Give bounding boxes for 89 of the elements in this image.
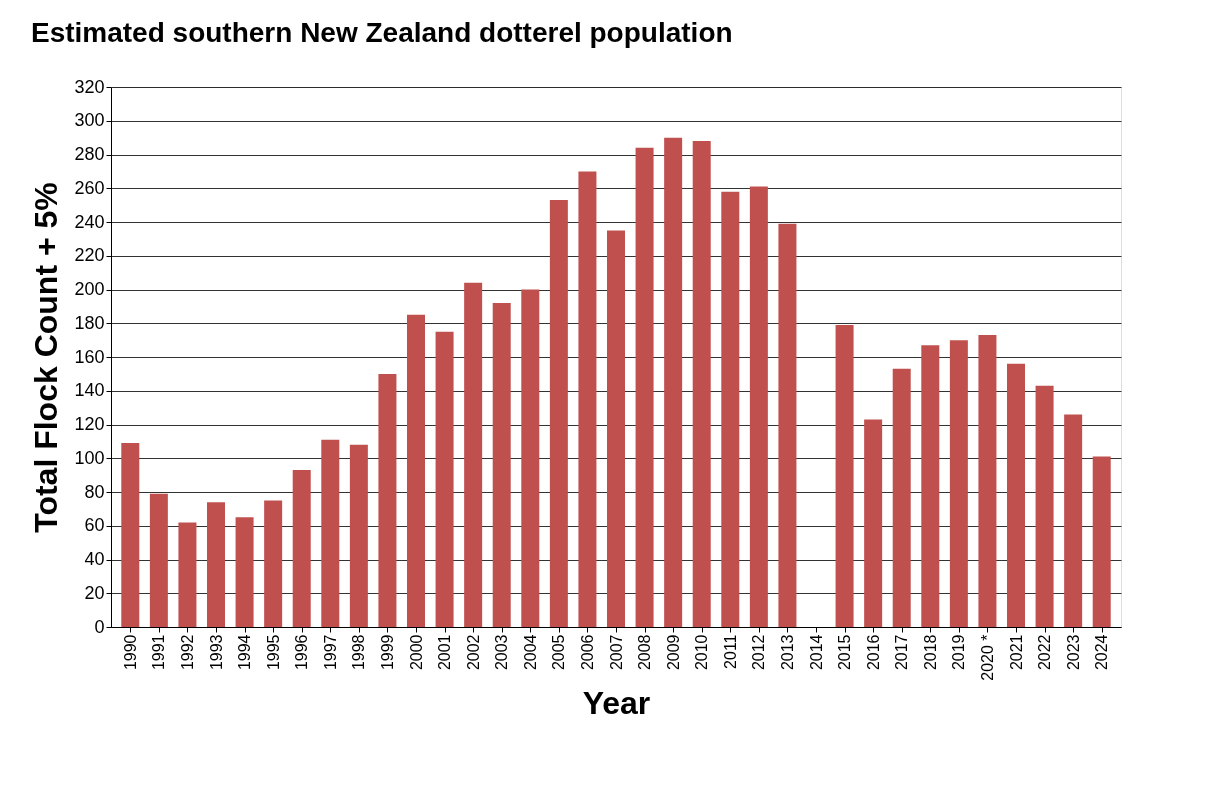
bar	[749, 186, 768, 627]
bar	[407, 314, 425, 627]
x-tick-label: 2019	[950, 634, 968, 671]
y-tick-label: 60	[84, 515, 105, 536]
x-tick-label: 2004	[521, 634, 539, 671]
x-tick-label: 2017	[893, 634, 911, 671]
x-tick-label: 2005	[550, 634, 568, 671]
x-tick-label: 2016	[864, 634, 882, 671]
bar	[978, 335, 997, 627]
x-tick-label: 1990	[121, 634, 139, 671]
y-axis-title: Total Flock Count + 5%	[28, 182, 65, 533]
x-tick-label: 2001	[436, 634, 454, 671]
x-tick-label: 2023	[1064, 634, 1082, 671]
y-tick-label: 220	[74, 245, 105, 266]
bar	[892, 368, 911, 627]
bar	[778, 223, 797, 627]
x-tick-label: 2003	[493, 634, 511, 671]
bar	[349, 444, 368, 627]
bar	[635, 147, 654, 627]
x-tick-label: 1992	[178, 634, 196, 671]
y-tick-label: 40	[84, 549, 105, 569]
bar	[1007, 363, 1025, 627]
x-tick-label: 2015	[836, 634, 854, 671]
x-tick-label: 1994	[236, 634, 254, 671]
bar	[835, 324, 854, 627]
x-tick-label: 2007	[607, 634, 625, 671]
x-tick-label: 1999	[378, 634, 396, 671]
bar	[864, 419, 883, 627]
bar	[521, 289, 540, 627]
bar	[1064, 414, 1083, 627]
x-tick-label: 1995	[264, 634, 282, 671]
x-tick-label: 2022	[1036, 634, 1054, 671]
bar	[207, 502, 225, 627]
bar	[721, 191, 740, 627]
chart-title: Estimated southern New Zealand dotterel population	[30, 17, 733, 48]
x-tick-label: 2009	[664, 634, 682, 671]
y-tick-label: 120	[74, 414, 105, 434]
x-tick-label: 2013	[778, 634, 796, 671]
y-tick-label: 0	[94, 616, 105, 637]
x-tick-label: 1997	[321, 634, 339, 671]
x-tick-label: 1991	[150, 634, 168, 671]
bar	[321, 439, 340, 627]
y-tick-label: 320	[74, 76, 105, 97]
bar	[435, 331, 454, 627]
x-tick-label: 2018	[921, 634, 939, 671]
bar	[664, 137, 683, 627]
x-tick-label: 2011	[721, 634, 739, 669]
bar	[607, 230, 625, 627]
x-tick-label: 2010	[693, 634, 711, 671]
x-tick-label: 2020 *	[978, 634, 996, 681]
bar	[1092, 456, 1111, 627]
y-tick-label: 260	[74, 177, 105, 198]
x-tick-label: 1998	[350, 634, 368, 671]
bar	[949, 340, 968, 627]
bar	[121, 443, 140, 627]
bar	[464, 282, 483, 627]
x-tick-label: 2006	[578, 634, 596, 671]
x-tick-label: 2012	[750, 634, 768, 671]
y-tick-label: 200	[74, 279, 105, 299]
y-tick-label: 140	[74, 380, 105, 401]
x-tick-label: 2000	[407, 634, 425, 671]
x-tick-label: 1996	[293, 634, 311, 671]
bar	[549, 200, 568, 627]
x-axis-title: Year	[582, 684, 651, 721]
bar	[235, 517, 254, 627]
bar	[292, 470, 311, 627]
bar	[149, 493, 168, 627]
bar	[578, 171, 597, 627]
x-tick-label: 1993	[207, 634, 225, 671]
x-tick-label: 2002	[464, 634, 482, 671]
y-tick-label: 300	[74, 110, 105, 131]
x-tick-label: 2024	[1093, 634, 1111, 671]
bar	[264, 500, 283, 627]
x-tick-label: 2021	[1007, 634, 1025, 671]
bar	[1035, 385, 1054, 627]
y-tick-label: 280	[74, 144, 105, 164]
y-tick-label: 80	[84, 481, 105, 502]
bar	[378, 373, 397, 627]
y-tick-label: 20	[84, 582, 105, 603]
y-tick-label: 180	[74, 312, 105, 333]
y-tick-label: 240	[74, 211, 105, 232]
x-tick-label: 2014	[807, 634, 825, 671]
y-tick-label: 100	[74, 447, 105, 468]
x-tick-label: 2008	[636, 634, 654, 671]
bar	[921, 345, 940, 627]
bar	[178, 522, 197, 627]
bar	[492, 303, 511, 627]
y-tick-label: 160	[74, 346, 105, 367]
bar	[692, 141, 711, 627]
